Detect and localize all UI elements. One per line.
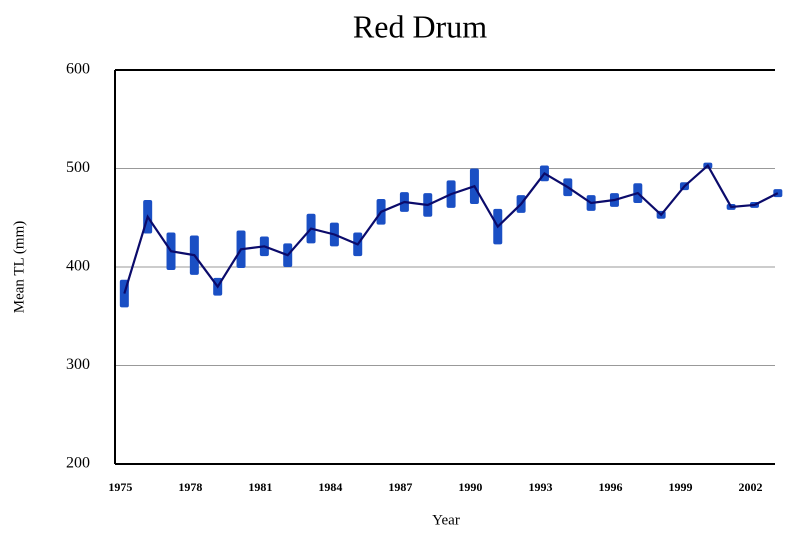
data-line — [123, 163, 779, 294]
x-tick-label: 1984 — [318, 480, 342, 494]
y-tick-label: 500 — [66, 159, 90, 176]
x-tick-label: 1987 — [388, 480, 412, 494]
x-tick-label: 1996 — [598, 480, 622, 494]
x-tick-label: 1978 — [178, 480, 202, 494]
y-tick-label: 200 — [66, 455, 90, 472]
x-tick-label: 1981 — [248, 480, 272, 494]
x-tick-label: 1999 — [668, 480, 692, 494]
x-axis-label: Year — [432, 512, 460, 528]
y-tick-label: 400 — [66, 258, 90, 275]
chart-title: Red Drum — [353, 8, 487, 44]
y-tick-label: 300 — [66, 356, 90, 373]
y-tick-label: 600 — [66, 61, 90, 78]
x-tick-label: 1993 — [528, 480, 552, 494]
y-axis-label: Mean TL (mm) — [11, 221, 27, 313]
x-tick-label: 2002 — [738, 480, 762, 494]
x-tick-label: 1990 — [458, 480, 482, 494]
x-tick-label: 1975 — [108, 480, 132, 494]
